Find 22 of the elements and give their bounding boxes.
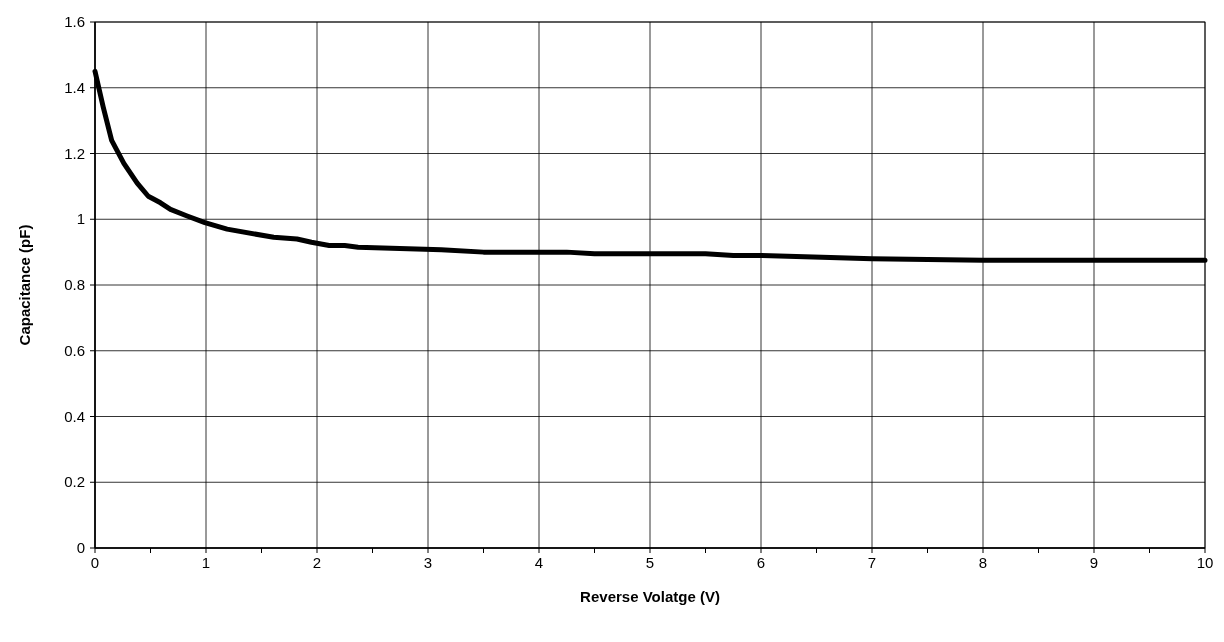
x-tick-label: 10 xyxy=(1196,554,1214,571)
x-tick-label: 7 xyxy=(867,554,877,571)
y-tick-label: 0 xyxy=(76,539,85,556)
x-tick-label: 4 xyxy=(534,554,544,571)
x-tick-label: 1 xyxy=(201,554,211,571)
x-tick-label: 6 xyxy=(756,554,766,571)
y-tick-label: 1 xyxy=(76,210,85,228)
y-tick-label: 1.4 xyxy=(64,78,85,96)
y-tick-label: 1.6 xyxy=(64,13,85,30)
x-tick-label: 0 xyxy=(90,554,100,571)
x-tick-label: 3 xyxy=(423,554,433,571)
x-tick-label: 8 xyxy=(978,554,988,571)
y-tick-label: 0.2 xyxy=(64,473,85,491)
y-tick-label: 0.6 xyxy=(64,341,85,359)
x-tick-label: 9 xyxy=(1089,554,1099,571)
x-tick-label: 2 xyxy=(312,554,322,571)
y-tick-label: 0.8 xyxy=(64,276,85,293)
y-tick-label: 0.4 xyxy=(64,407,85,425)
x-tick-label: 5 xyxy=(645,554,655,571)
y-axis-title: Capacitance (pF) xyxy=(16,224,33,346)
y-tick-label: 1.2 xyxy=(64,144,85,162)
x-axis-title: Reverse Volatge (V) xyxy=(580,588,720,605)
